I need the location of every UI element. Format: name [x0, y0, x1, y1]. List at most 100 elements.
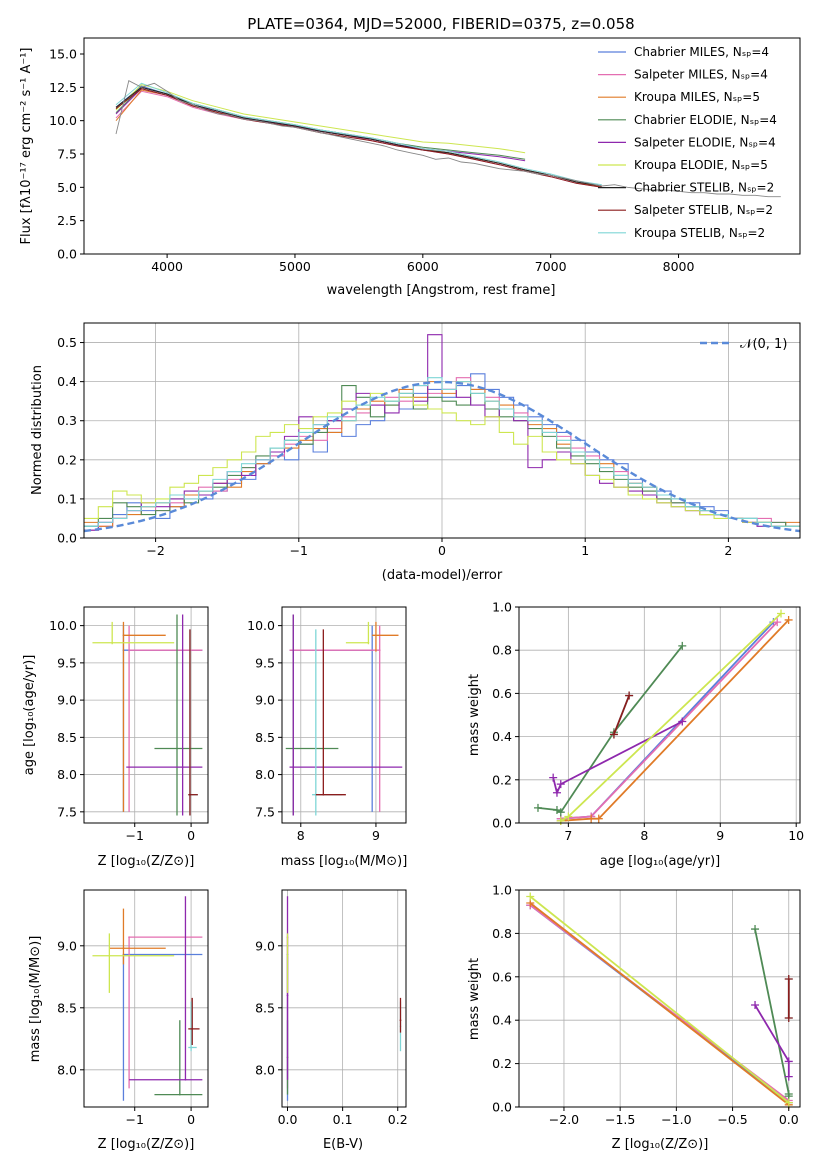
spectrum-panel: PLATE=0364, MJD=52000, FIBERID=0375, z=0…: [19, 15, 801, 298]
data-point: [128, 649, 130, 652]
x-tick-label: −2: [146, 543, 164, 558]
y-tick-label: 9.5: [255, 655, 275, 670]
x-tick-label: 2: [724, 543, 732, 558]
y-tick-label: 0.3: [57, 413, 77, 428]
x-tick-label: −1.5: [605, 1112, 635, 1127]
weight-marker: [784, 1014, 793, 1023]
age-vs-mass-panel: mass [log₁₀(M/M⊙)] 8 9 7.5 8.0 8.5 9.0 9.5 10.0: [247, 606, 407, 869]
x-tick-label: 8: [640, 828, 648, 843]
y-tick-label: 9.0: [57, 938, 77, 953]
histogram-ylabel: Normed distribution: [30, 365, 45, 495]
data-point: [322, 793, 325, 796]
data-point: [122, 634, 125, 637]
y-tick-label: 8.5: [255, 730, 275, 745]
y-tick-label: 7.5: [255, 804, 275, 819]
x-tick-label: 0.0: [278, 1112, 298, 1127]
weight-line: [529, 895, 790, 1104]
x-tick-label: 10: [788, 828, 804, 843]
y-tick-label: 0.6: [492, 969, 512, 984]
x-tick-label: −1: [290, 543, 308, 558]
y-tick-label: 9.0: [255, 693, 275, 708]
weight-marker: [678, 717, 687, 726]
weight-marker: [587, 814, 596, 823]
y-tick-label: 10.0: [49, 618, 77, 633]
data-point: [189, 793, 191, 796]
y-tick-label: 7.5: [57, 804, 77, 819]
data-point: [286, 954, 289, 957]
weight-marker: [556, 808, 565, 817]
y-tick-label: 10.0: [247, 618, 275, 633]
spectrum-title: PLATE=0364, MJD=52000, FIBERID=0375, z=0…: [247, 15, 634, 33]
x-tick-label: 8: [297, 828, 305, 843]
data-point: [292, 766, 295, 769]
x-tick-label: 0.0: [779, 1112, 799, 1127]
x-tick-label: −1: [126, 828, 144, 843]
y-tick-label: 8.0: [255, 1062, 275, 1077]
legend-entry: Kroupa ELODIE, Nₛₚ=5: [634, 158, 768, 172]
y-tick-label: 8.5: [255, 1000, 275, 1015]
y-tick-label: 0.2: [492, 772, 512, 787]
weight-vs-age-panel: age [log₁₀(age/yr)] mass weight 7 8 9 10 0.0…: [467, 600, 804, 870]
weight-marker: [556, 780, 565, 789]
histogram-series: [84, 392, 800, 527]
y-tick-label: 10.0: [49, 113, 77, 128]
x-tick-label: 0: [187, 1112, 195, 1127]
plot-frame: [518, 889, 801, 1108]
data-point: [122, 947, 125, 950]
y-tick-label: 0.0: [492, 1100, 512, 1115]
y-tick-label: 12.5: [49, 80, 77, 95]
y-tick-label: 1.0: [492, 600, 512, 615]
weight-marker: [549, 773, 558, 782]
histogram-series: [84, 377, 800, 527]
legend-entry: Chabrier MILES, Nₛₚ=4: [634, 45, 769, 59]
weight-line: [552, 720, 683, 796]
legend-entry: Kroupa MILES, Nₛₚ=5: [634, 90, 760, 104]
weight-marker: [751, 925, 760, 934]
weight-marker: [556, 816, 565, 825]
legend-entry: 𝒩(0, 1): [740, 337, 787, 352]
y-tick-label: 8.0: [57, 1062, 77, 1077]
data-point: [178, 1093, 181, 1096]
y-tick-label: 0.6: [492, 686, 512, 701]
data-point: [108, 954, 111, 957]
y-tick-label: 0.8: [492, 926, 512, 941]
x-tick-label: 0: [187, 828, 195, 843]
mass-z-xlabel: Z [log₁₀(Z/Z⊙)]: [98, 1137, 195, 1152]
data-point: [190, 1046, 192, 1049]
y-tick-label: 8.5: [57, 1000, 77, 1015]
x-tick-label: −0.5: [717, 1112, 747, 1127]
y-tick-label: 0.0: [57, 247, 77, 262]
x-tick-label: 9: [716, 828, 724, 843]
model-spectrum-line: [115, 82, 602, 186]
spectrum-ylabel: Flux [fλ10⁻¹⁷ erg cm⁻² s⁻¹ A⁻¹]: [19, 48, 34, 245]
age-z-xlabel: Z [log₁₀(Z/Z⊙)]: [98, 854, 195, 869]
data-point: [399, 1019, 402, 1022]
model-spectrum-line: [115, 90, 602, 188]
weight-marker: [784, 1072, 793, 1081]
weight-marker: [526, 892, 535, 901]
data-point: [184, 1078, 187, 1081]
weight-marker: [784, 615, 793, 624]
data-point: [128, 936, 130, 939]
weight-line: [529, 902, 790, 1106]
legend-entry: Chabrier ELODIE, Nₛₚ=4: [634, 113, 777, 127]
y-tick-label: 0.8: [492, 643, 512, 658]
weight-z-ylabel: mass weight: [467, 958, 482, 1040]
x-tick-label: −2.0: [549, 1112, 579, 1127]
residual-histogram-panel: (data-model)/error Normed distribution −…: [30, 322, 801, 583]
y-tick-label: 0.1: [57, 491, 77, 506]
x-tick-label: 5000: [279, 259, 311, 274]
x-tick-label: 8000: [663, 259, 695, 274]
mass-vs-metallicity-panel: Z [log₁₀(Z/Z⊙)] mass [log₁₀(M/M⊙)] −1 0 8.…: [28, 889, 209, 1152]
weight-vs-metallicity-panel: Z [log₁₀(Z/Z⊙)] mass weight −2.0 −1.5 −1.0…: [467, 883, 801, 1152]
x-tick-label: 0.1: [333, 1112, 353, 1127]
histogram-xlabel: (data-model)/error: [382, 568, 503, 583]
x-tick-label: 7000: [535, 259, 567, 274]
y-tick-label: 0.4: [492, 729, 512, 744]
y-tick-label: 7.5: [57, 147, 77, 162]
model-spectrum-line: [115, 88, 602, 188]
weight-marker: [773, 618, 782, 627]
age-z-ylabel: age [log₁₀(age/yr)]: [22, 655, 37, 776]
spectrum-xlabel: wavelength [Angstrom, rest frame]: [327, 283, 556, 298]
mass-ebv-xlabel: E(B-V): [323, 1137, 363, 1152]
